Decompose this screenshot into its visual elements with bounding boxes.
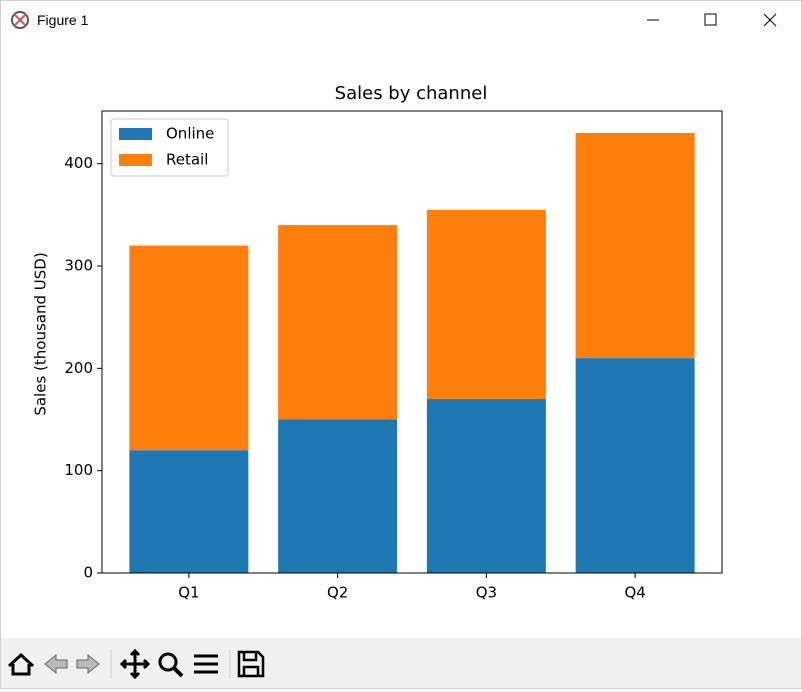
bar-segment [129,245,249,451]
legend-swatch [119,128,152,140]
plot-frame [101,110,723,574]
bar-segment [575,358,695,573]
chart-title: Sales by channel [335,83,488,104]
pan-button[interactable] [119,648,151,680]
y-tick-label: 400 [64,154,93,172]
legend-label: Online [166,125,214,143]
toolbar [1,638,801,688]
save-button[interactable] [237,650,265,678]
configure-button[interactable] [194,654,218,674]
legend-swatch [119,154,152,166]
y-tick-label: 0 [83,564,93,582]
title-bar: Figure 1 [1,1,801,39]
bar-segment [426,399,546,573]
bar-segment [426,209,546,400]
bar-segment [575,133,695,359]
chart: Sales by channel Sales (thousand USD) 0 1… [32,83,723,602]
y-axis-label: Sales (thousand USD) [32,252,50,415]
x-tick-label: Q1 [178,584,199,602]
bar-segment [278,419,398,573]
bar-segment [278,225,398,420]
y-tick-label: 300 [64,257,93,275]
bar-segment [129,450,249,573]
window-controls [647,13,777,27]
close-button[interactable] [763,13,777,27]
x-tick-label: Q4 [624,584,645,602]
app-icon [11,11,29,29]
maximize-button[interactable] [704,13,717,26]
legend-label: Retail [166,151,208,169]
zoom-button[interactable] [158,652,184,678]
forward-button[interactable] [76,653,100,675]
y-tick-label: 200 [64,359,93,377]
y-tick-label: 100 [64,461,93,479]
x-tick-label: Q2 [327,584,348,602]
back-button[interactable] [44,653,68,675]
home-button[interactable] [7,652,35,676]
toolbar-icons [7,648,265,680]
window-title: Figure 1 [37,12,89,28]
x-tick-label: Q3 [476,584,497,602]
